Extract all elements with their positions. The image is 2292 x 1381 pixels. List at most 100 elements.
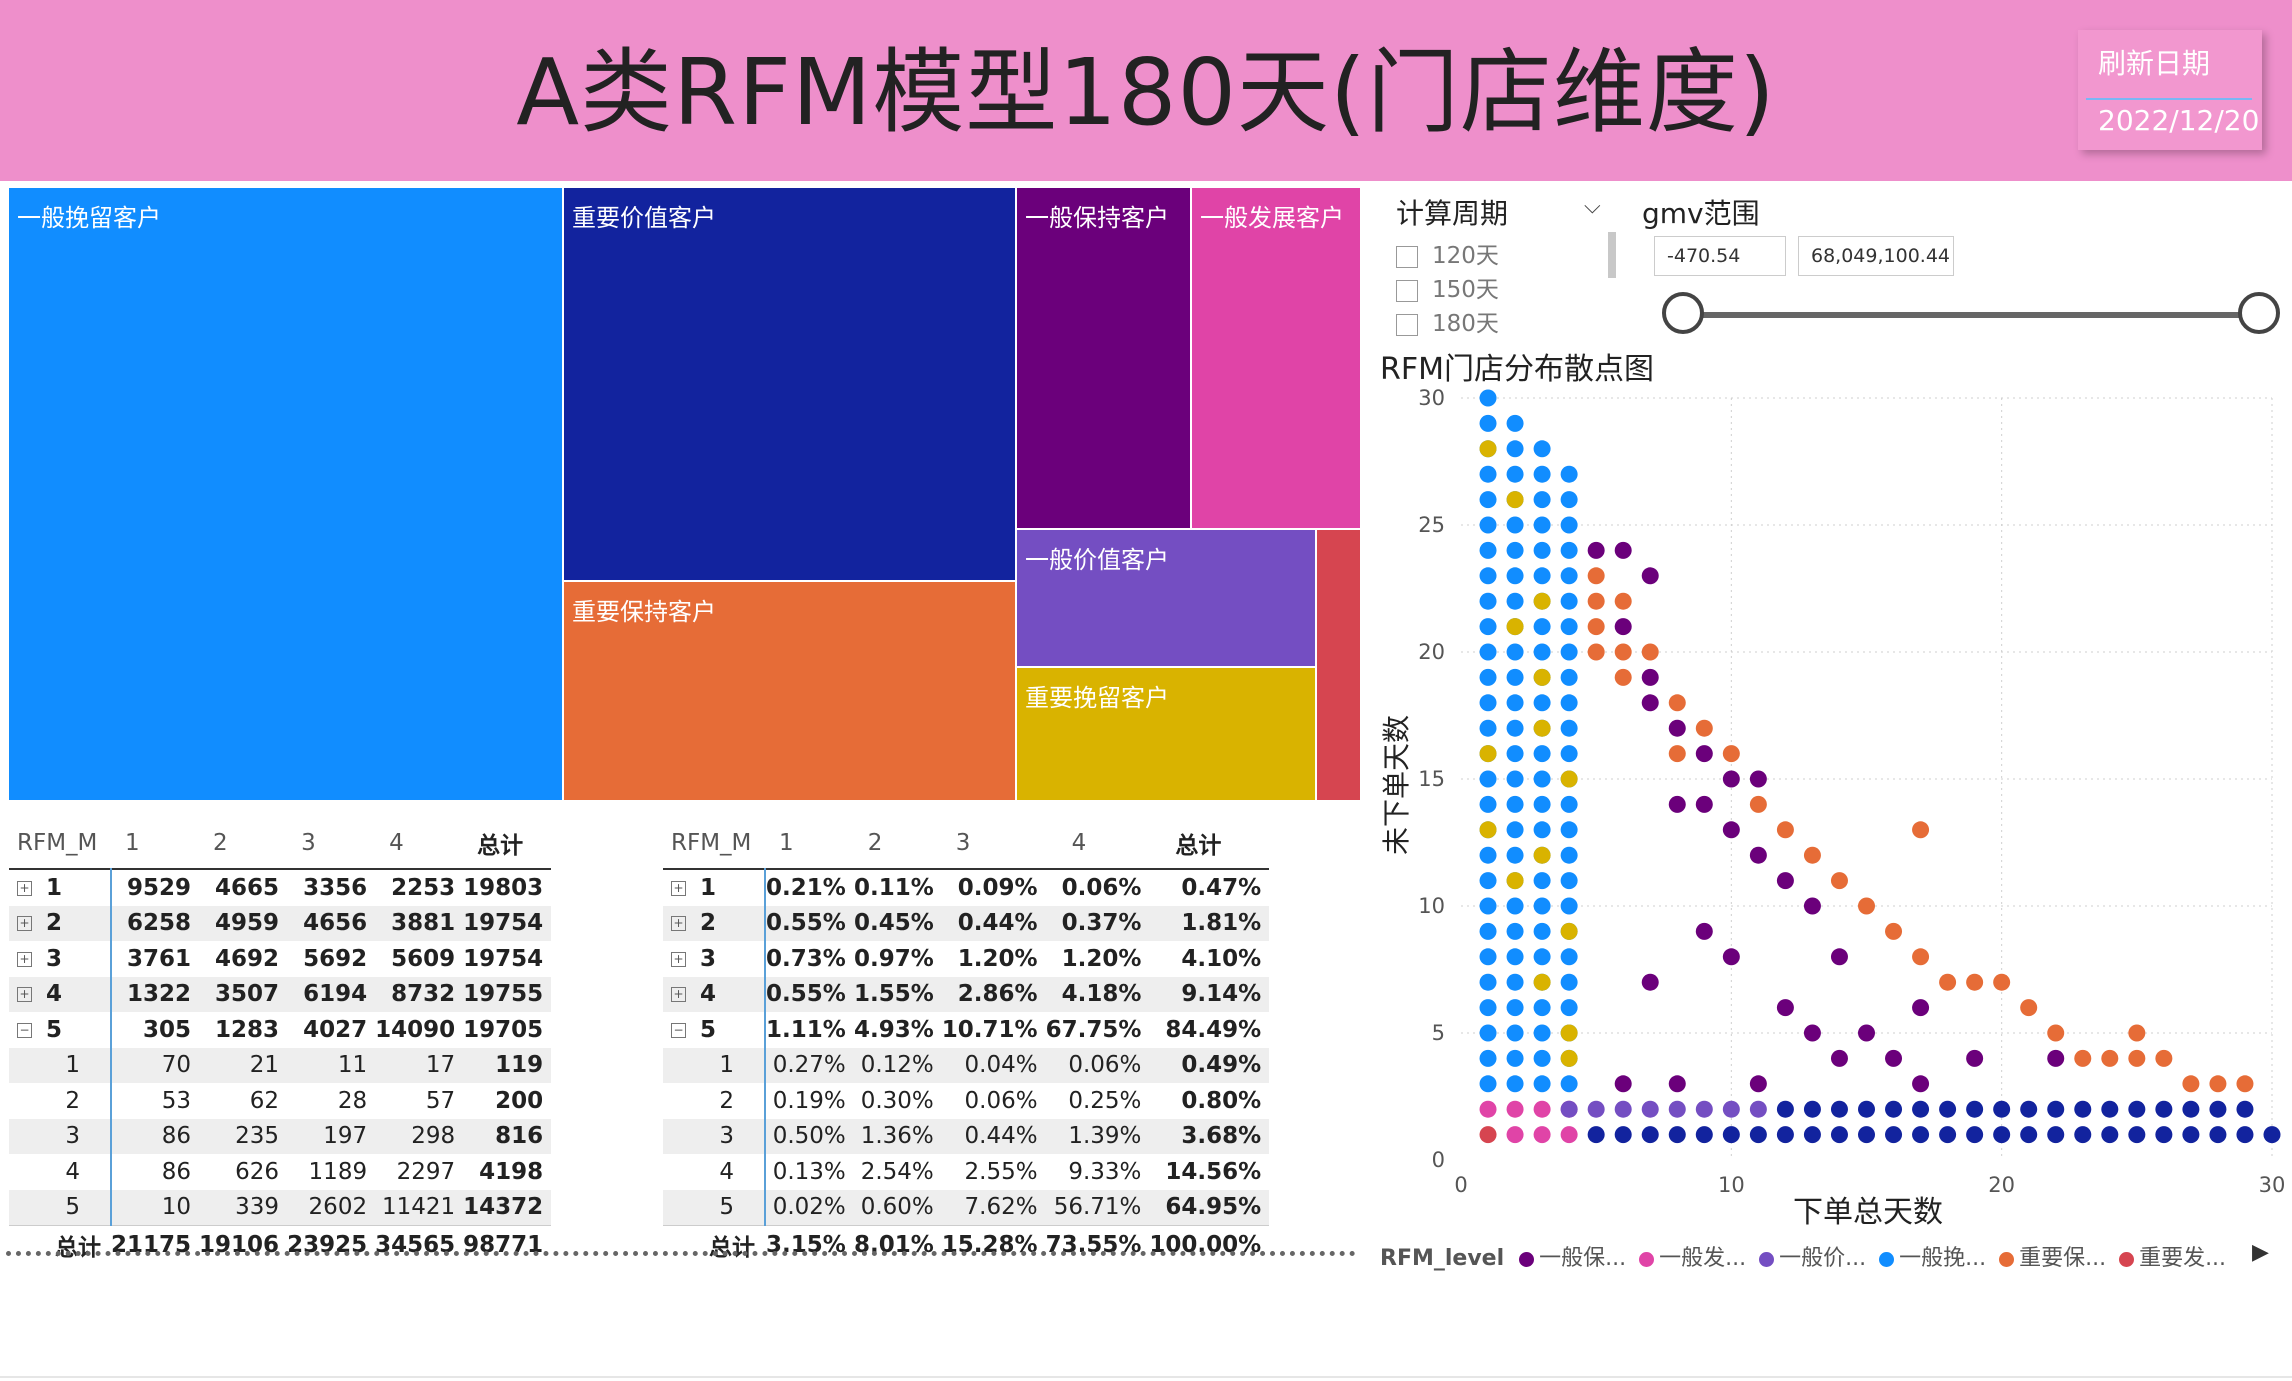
expand-icon[interactable]: +: [671, 916, 686, 932]
scatter-point[interactable]: [1479, 1100, 1497, 1118]
scatter-point[interactable]: [1749, 1126, 1767, 1144]
scatter-point[interactable]: [1479, 973, 1497, 991]
scatter-point[interactable]: [1614, 643, 1632, 661]
scatter-point[interactable]: [1506, 897, 1524, 915]
scatter-point[interactable]: [1560, 1100, 1578, 1118]
expand-icon[interactable]: +: [17, 951, 32, 967]
scatter-point[interactable]: [1776, 821, 1794, 839]
scatter-point[interactable]: [1533, 973, 1551, 991]
scatter-point[interactable]: [2236, 1075, 2254, 1093]
scatter-point[interactable]: [1479, 1024, 1497, 1042]
scatter-point[interactable]: [1479, 618, 1497, 636]
scatter-point[interactable]: [1506, 719, 1524, 737]
scrollbar[interactable]: [1608, 232, 1616, 278]
scatter-point[interactable]: [1479, 1075, 1497, 1093]
scatter-point[interactable]: [1749, 795, 1767, 813]
scatter-point[interactable]: [1803, 897, 1821, 915]
scatter-point[interactable]: [1560, 745, 1578, 763]
scatter-point[interactable]: [1479, 414, 1497, 432]
scatter-point[interactable]: [1560, 821, 1578, 839]
scatter-point[interactable]: [1506, 745, 1524, 763]
scatter-point[interactable]: [1614, 1100, 1632, 1118]
scatter-point[interactable]: [1533, 770, 1551, 788]
scatter-point[interactable]: [1885, 922, 1903, 940]
expand-icon[interactable]: +: [17, 987, 32, 1003]
scatter-point[interactable]: [1560, 872, 1578, 890]
scatter-point[interactable]: [1776, 1126, 1794, 1144]
treemap-tile-important-develop[interactable]: [1317, 530, 1360, 800]
scatter-point[interactable]: [1533, 745, 1551, 763]
column-header[interactable]: 3: [955, 830, 971, 856]
scatter-point[interactable]: [1533, 1075, 1551, 1093]
scatter-point[interactable]: [1506, 846, 1524, 864]
scatter-point[interactable]: [1506, 592, 1524, 610]
period-option-150[interactable]: 150天: [1396, 270, 1499, 304]
scatter-point[interactable]: [1668, 694, 1686, 712]
scatter-point[interactable]: [1668, 1126, 1686, 1144]
treemap-tile-important-retain[interactable]: 重要挽留客户: [1017, 668, 1315, 800]
column-header[interactable]: 1: [779, 830, 794, 856]
scatter-point[interactable]: [1803, 1024, 1821, 1042]
collapse-icon[interactable]: −: [671, 1022, 686, 1038]
scatter-point[interactable]: [1641, 1100, 1659, 1118]
scatter-point[interactable]: [1506, 770, 1524, 788]
scatter-point[interactable]: [1695, 745, 1713, 763]
scatter-point[interactable]: [1560, 1075, 1578, 1093]
scatter-point[interactable]: [1506, 1100, 1524, 1118]
scatter-point[interactable]: [1479, 389, 1497, 407]
scatter-point[interactable]: [1722, 1126, 1740, 1144]
treemap-tile-general-value[interactable]: 一般价值客户: [1017, 530, 1315, 666]
scatter-point[interactable]: [1803, 1126, 1821, 1144]
scatter-point[interactable]: [1722, 770, 1740, 788]
scatter-point[interactable]: [1560, 465, 1578, 483]
scatter-point[interactable]: [1533, 1024, 1551, 1042]
checkbox[interactable]: [1396, 245, 1418, 268]
scatter-point[interactable]: [1939, 973, 1957, 991]
scatter-point[interactable]: [1533, 465, 1551, 483]
legend-item[interactable]: 重要发...: [2119, 1240, 2226, 1272]
treemap-tile-important-keep[interactable]: 重要保持客户: [564, 582, 1015, 800]
scatter-point[interactable]: [1560, 592, 1578, 610]
scatter-point[interactable]: [1533, 846, 1551, 864]
scatter-point[interactable]: [1722, 745, 1740, 763]
scatter-point[interactable]: [1479, 821, 1497, 839]
scatter-point[interactable]: [1506, 948, 1524, 966]
scatter-point[interactable]: [1533, 922, 1551, 940]
scatter-point[interactable]: [1885, 1049, 1903, 1067]
scatter-point[interactable]: [1587, 541, 1605, 559]
scatter-point[interactable]: [1912, 1075, 1930, 1093]
scatter-point[interactable]: [2047, 1024, 2065, 1042]
scatter-point[interactable]: [1560, 1049, 1578, 1067]
scatter-point[interactable]: [1668, 719, 1686, 737]
scatter-point[interactable]: [1858, 897, 1875, 915]
scatter-point[interactable]: [1668, 795, 1686, 813]
scatter-point[interactable]: [2182, 1126, 2200, 1144]
scatter-point[interactable]: [2020, 1126, 2038, 1144]
scatter-point[interactable]: [1966, 1126, 1984, 1144]
scatter-point[interactable]: [1533, 719, 1551, 737]
scatter-point[interactable]: [2128, 1024, 2146, 1042]
scatter-point[interactable]: [1533, 516, 1551, 534]
scatter-point[interactable]: [1939, 1100, 1957, 1118]
expand-icon[interactable]: +: [671, 987, 686, 1003]
chevron-down-icon[interactable]: ⌵: [1584, 194, 1601, 219]
scatter-point[interactable]: [2128, 1049, 2146, 1067]
scatter-point[interactable]: [2155, 1126, 2173, 1144]
scatter-point[interactable]: [1776, 872, 1794, 890]
scatter-point[interactable]: [1587, 567, 1605, 585]
gmv-slider-track[interactable]: [1684, 312, 2259, 318]
scatter-point[interactable]: [1830, 1100, 1848, 1118]
gmv-slider-min-handle[interactable]: [1662, 292, 1704, 334]
scatter-point[interactable]: [1912, 1126, 1930, 1144]
scatter-point[interactable]: [1560, 1024, 1578, 1042]
scatter-point[interactable]: [1749, 1100, 1767, 1118]
scatter-point[interactable]: [1506, 1049, 1524, 1067]
gmv-slider-max-handle[interactable]: [2238, 292, 2280, 334]
legend-item[interactable]: 一般保...: [1519, 1240, 1626, 1272]
scatter-point[interactable]: [1479, 440, 1497, 458]
scatter-point[interactable]: [2020, 1100, 2038, 1118]
scatter-point[interactable]: [1560, 846, 1578, 864]
period-option-180[interactable]: 180天: [1396, 304, 1499, 338]
scatter-point[interactable]: [2209, 1126, 2227, 1144]
scatter-point[interactable]: [1533, 668, 1551, 686]
